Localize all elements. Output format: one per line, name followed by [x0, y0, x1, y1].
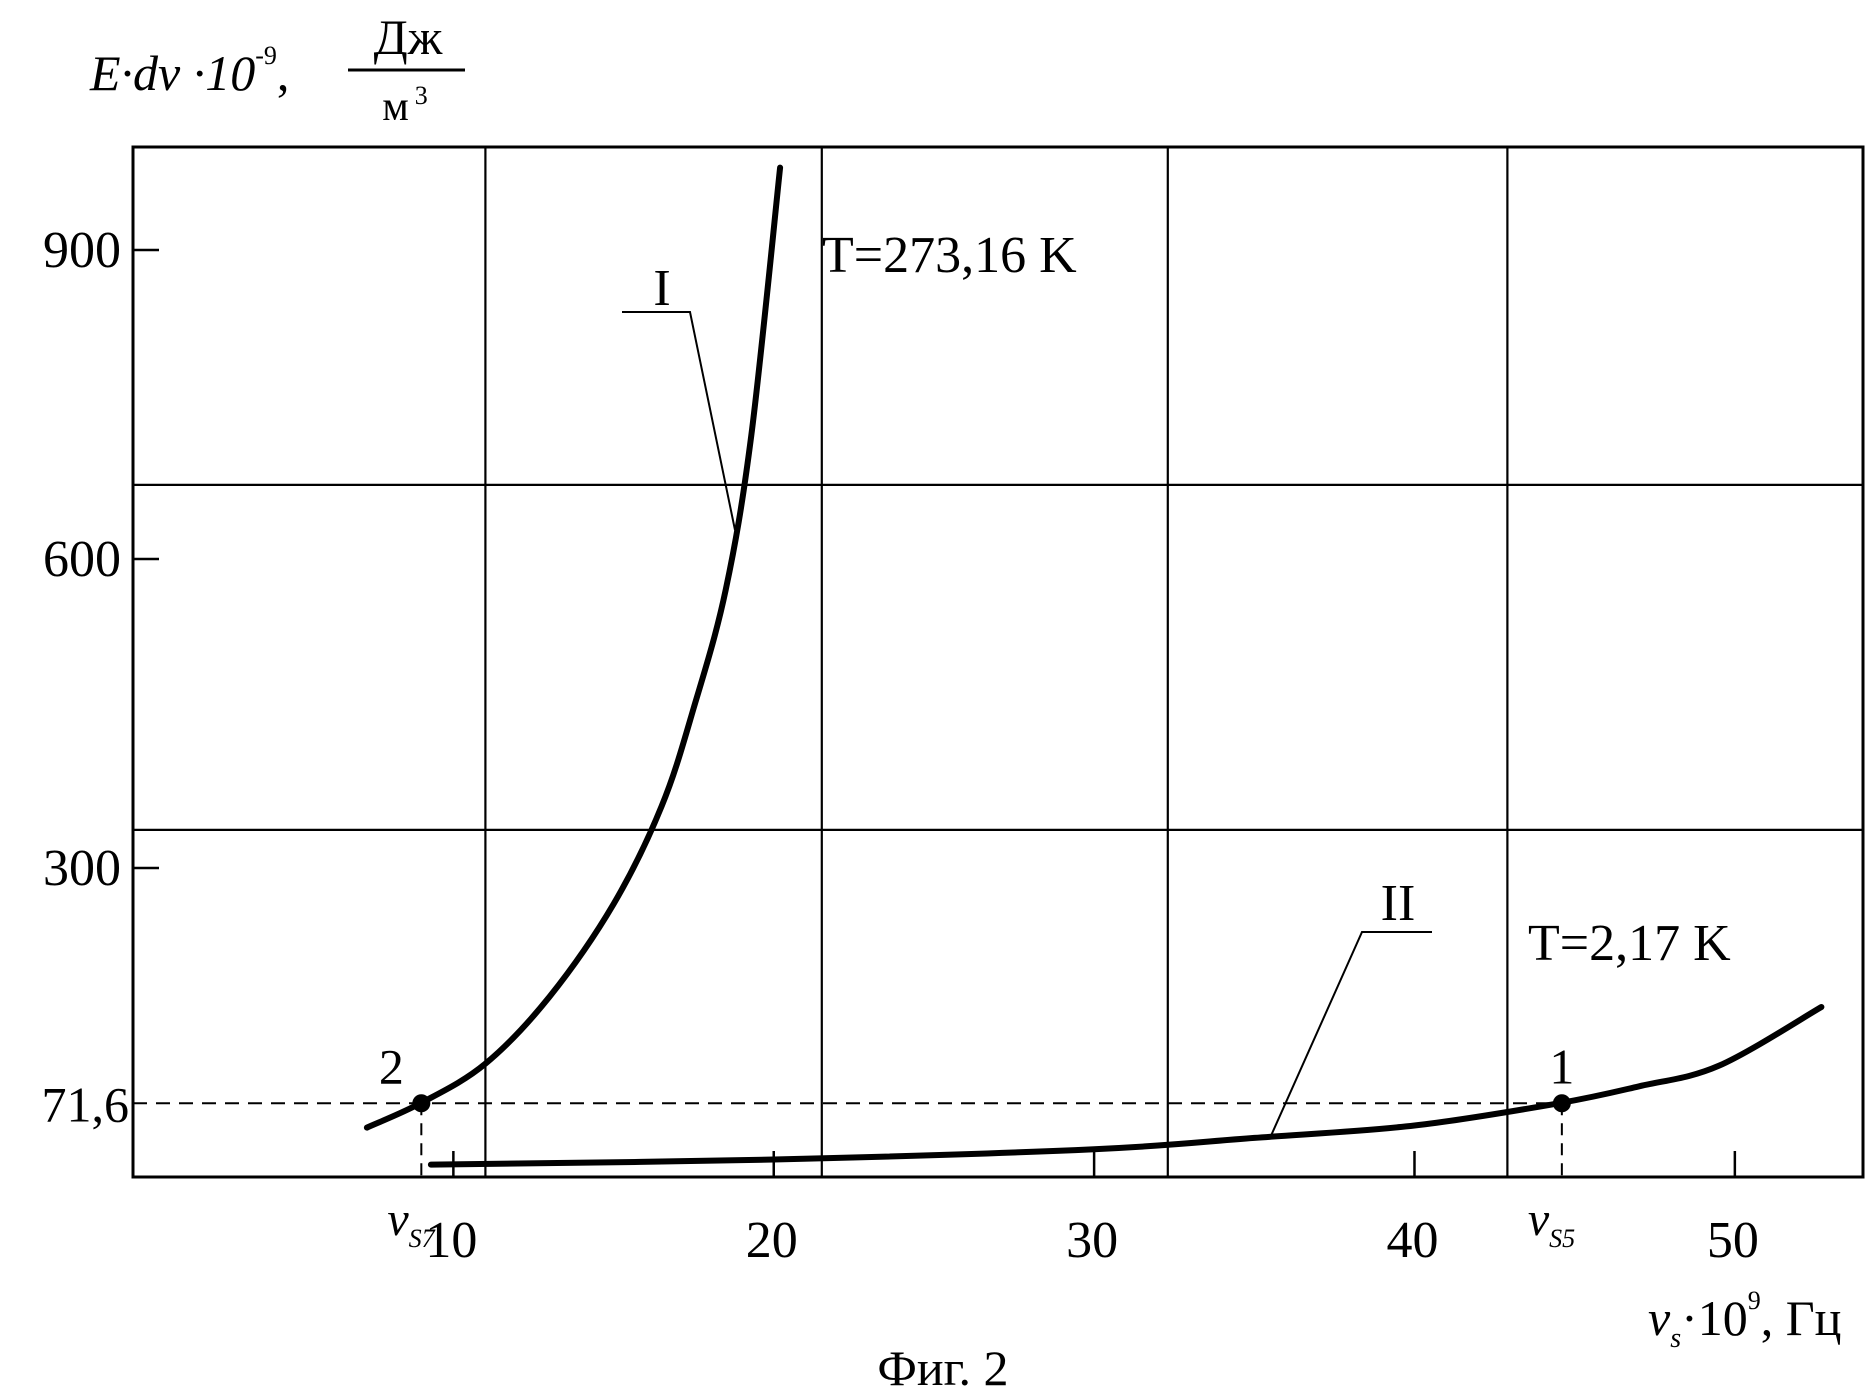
x-axis-label-mid: ·10	[1681, 1290, 1748, 1346]
curves	[367, 168, 1822, 1165]
plot-frame	[133, 147, 1863, 1177]
series-curve-I	[367, 168, 780, 1128]
x-axis-label-sub: s	[1670, 1323, 1681, 1354]
x-axis-label: νs·109, Гц	[1648, 1286, 1841, 1354]
y-tick-label: 600	[43, 531, 121, 588]
y-marked-label: 71,6	[42, 1076, 130, 1132]
y-axis-label-main: E·dν ·10	[89, 45, 255, 101]
point-marker	[412, 1094, 430, 1112]
y-axis-unit-den: м	[382, 84, 409, 130]
series-curve-II	[431, 1007, 1822, 1165]
point-marker	[1553, 1094, 1571, 1112]
point-label: 2	[379, 1038, 404, 1094]
annotation-series-I: T=273,16 K	[822, 227, 1077, 284]
annotation-series-II: T=2,17 K	[1528, 915, 1731, 972]
x-tick-label: 40	[1386, 1212, 1438, 1269]
series-label-II: II	[1381, 875, 1416, 932]
x-tick-label: 50	[1707, 1212, 1759, 1269]
x-tick-label: 30	[1066, 1212, 1118, 1269]
y-tick-label: 300	[43, 840, 121, 897]
x-axis-label-exp: 9	[1748, 1286, 1761, 1315]
leader-line-II	[1270, 932, 1432, 1138]
y-axis-unit-numerator: Дж	[374, 9, 443, 65]
grid-lines	[133, 147, 1863, 1177]
x-axis-label-unit: Гц	[1786, 1290, 1842, 1346]
point-label: 1	[1549, 1038, 1574, 1094]
x-axis-label-main: ν	[1648, 1290, 1671, 1346]
y-axis-label-exp: -9	[255, 41, 277, 70]
leader-lines	[622, 312, 1432, 1138]
figure-caption: Фиг. 2	[877, 1340, 1008, 1392]
series-label-I: I	[653, 260, 670, 317]
leader-line-I	[622, 312, 735, 530]
x-tick-label: 20	[746, 1212, 798, 1269]
point-x-label: νS5	[1528, 1193, 1575, 1253]
y-axis-label: E·dν ·10-9,	[89, 41, 289, 101]
y-axis-unit-denominator: м3	[382, 81, 428, 130]
y-tick-label: 900	[43, 222, 121, 279]
guide-lines	[133, 1103, 1562, 1177]
y-axis-unit-den-exp: 3	[415, 81, 428, 110]
text-labels: 71,62νS71νS5IIIT=273,16 KT=2,17 K	[42, 227, 1732, 1253]
